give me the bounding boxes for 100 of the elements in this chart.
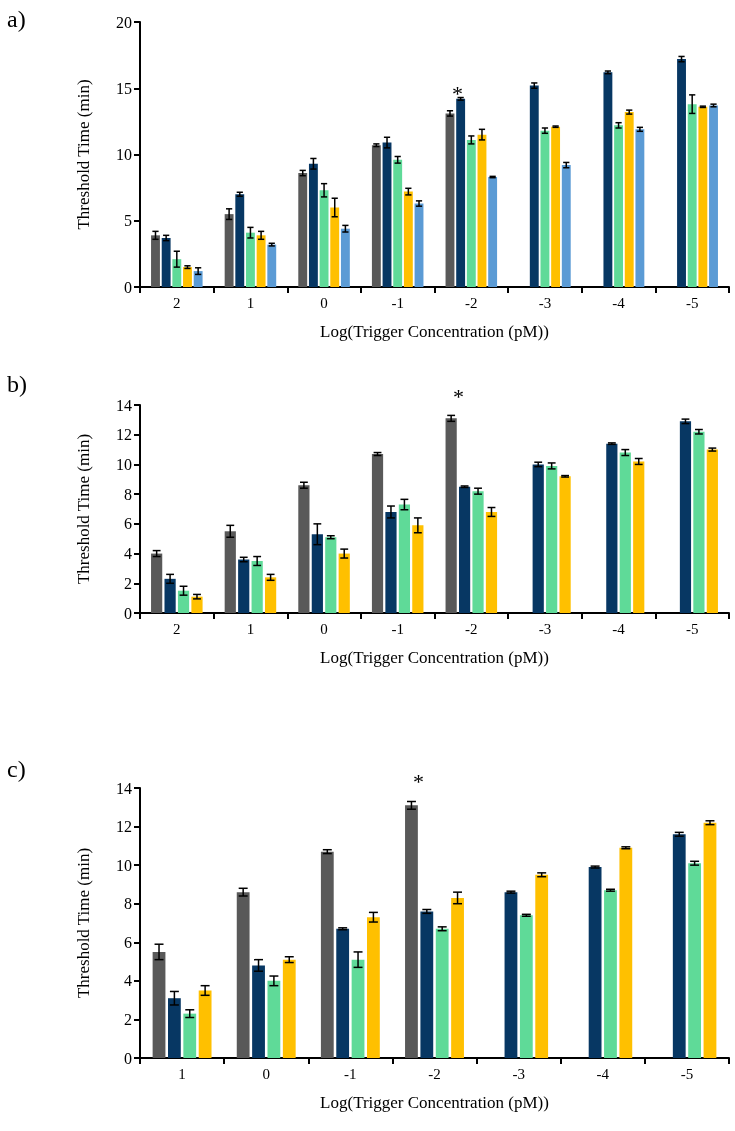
bar xyxy=(164,578,176,613)
y-tick-label: 10 xyxy=(116,455,132,473)
x-tick-label: -4 xyxy=(612,294,626,311)
bar xyxy=(619,847,633,1058)
x-tick-label: 2 xyxy=(173,294,181,311)
y-axis-title: Threshold Time (min) xyxy=(74,433,93,585)
bar xyxy=(224,214,234,287)
bar xyxy=(624,112,634,287)
y-tick-label: 6 xyxy=(124,515,132,533)
x-tick-label: -3 xyxy=(538,620,552,637)
annotation: * xyxy=(413,768,424,794)
bar xyxy=(319,190,329,287)
y-tick-label: 0 xyxy=(124,604,132,622)
bar xyxy=(546,465,558,613)
bar xyxy=(603,72,613,287)
x-axis-title: Log(Trigger Concentration (pM)) xyxy=(320,1093,549,1112)
bar xyxy=(393,159,403,287)
bar xyxy=(456,98,466,287)
bar xyxy=(677,59,686,287)
y-tick-label: 8 xyxy=(124,895,132,913)
y-tick-label: 12 xyxy=(116,818,132,836)
bar xyxy=(235,194,245,287)
bar xyxy=(504,892,518,1058)
bar xyxy=(420,911,434,1058)
y-tick-label: 4 xyxy=(124,545,132,563)
x-tick-label: 0 xyxy=(320,620,328,637)
y-tick-label: 2 xyxy=(124,574,132,592)
y-tick-label: 6 xyxy=(124,933,132,951)
bar xyxy=(151,235,160,287)
bar xyxy=(706,449,718,613)
y-tick-label: 4 xyxy=(124,972,132,990)
y-tick-label: 10 xyxy=(116,146,132,163)
bar xyxy=(191,596,203,613)
annotation: * xyxy=(453,383,464,409)
annotation: * xyxy=(452,80,463,106)
bar xyxy=(679,421,692,613)
bar xyxy=(519,915,533,1058)
bar xyxy=(435,928,449,1058)
bar xyxy=(382,142,392,287)
x-tick-label: -2 xyxy=(465,620,478,637)
bar xyxy=(177,590,190,613)
bar xyxy=(703,822,717,1058)
x-tick-label: -3 xyxy=(538,294,552,311)
x-tick-label: -5 xyxy=(685,620,699,637)
bar xyxy=(311,534,323,613)
y-tick-label: 14 xyxy=(116,779,132,797)
bar xyxy=(688,863,702,1058)
bar xyxy=(466,139,476,287)
y-tick-label: 8 xyxy=(124,485,132,503)
bar xyxy=(198,990,212,1058)
x-tick-label: -1 xyxy=(344,1065,357,1082)
bar xyxy=(340,228,350,287)
bar xyxy=(251,561,263,613)
bar xyxy=(693,431,705,613)
x-tick-label: -2 xyxy=(465,294,478,311)
bar xyxy=(193,271,203,287)
bar xyxy=(183,1013,197,1058)
bar xyxy=(236,892,250,1058)
bar xyxy=(367,917,380,1058)
bar xyxy=(252,965,265,1058)
bar xyxy=(298,173,308,287)
bar xyxy=(709,105,718,287)
y-tick-label: 0 xyxy=(124,1049,132,1067)
x-tick-label: -5 xyxy=(685,294,699,311)
x-tick-label: 1 xyxy=(178,1065,186,1082)
y-axis-title: Threshold Time (min) xyxy=(74,847,93,999)
bar xyxy=(320,851,334,1058)
bar xyxy=(245,232,255,287)
bar xyxy=(330,207,340,287)
bar xyxy=(152,951,166,1058)
x-tick-label: -2 xyxy=(428,1065,441,1082)
y-tick-label: 10 xyxy=(116,856,132,874)
chart-title: a) xyxy=(7,6,26,32)
x-tick-label: 1 xyxy=(246,620,255,637)
bar xyxy=(414,203,424,287)
bar xyxy=(385,511,397,613)
x-tick-label: 0 xyxy=(262,1065,270,1082)
bar xyxy=(336,928,350,1058)
y-axis-title: Threshold Time (min) xyxy=(74,79,93,230)
x-tick-label: -4 xyxy=(612,620,626,637)
bar xyxy=(588,867,602,1058)
y-tick-label: 20 xyxy=(116,13,132,31)
bar xyxy=(529,85,539,287)
y-tick-label: 14 xyxy=(116,396,132,414)
x-tick-label: -5 xyxy=(680,1065,694,1082)
bar xyxy=(451,897,464,1058)
bar xyxy=(351,959,365,1058)
bar xyxy=(265,577,277,613)
x-tick-label: -3 xyxy=(512,1065,525,1082)
bar xyxy=(267,980,281,1058)
bar xyxy=(540,130,550,287)
bar xyxy=(161,237,171,287)
bar xyxy=(477,134,487,287)
y-tick-label: 5 xyxy=(124,212,132,230)
bar xyxy=(606,443,618,613)
bar xyxy=(412,525,424,613)
bar xyxy=(371,145,381,287)
bar xyxy=(445,418,457,613)
bar xyxy=(325,537,337,613)
bar xyxy=(532,464,544,613)
